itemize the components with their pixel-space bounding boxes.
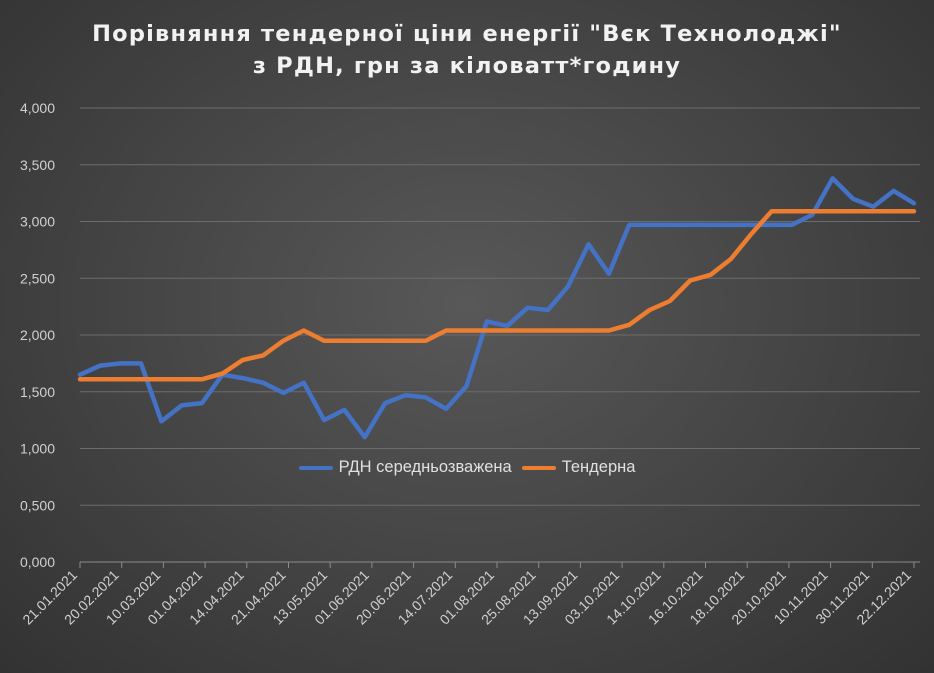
- legend-item-rdn: РДН середньозважена: [298, 458, 512, 477]
- y-tick-label: 2,000: [20, 327, 55, 343]
- y-tick-label: 1,000: [20, 441, 55, 457]
- series-line-0: [77, 176, 917, 440]
- legend-swatch-tender: [521, 465, 556, 470]
- gridlines: [80, 107, 920, 563]
- y-tick-label: 4,000: [20, 100, 55, 116]
- y-tick-labels: 0,000 0,500 1,000 1,500 2,000 2,500 3,000 3,500…: [20, 100, 55, 570]
- chart-title-line1: Порівняння тендерної ціни енергії "Вєк Т…: [92, 21, 842, 47]
- y-tick-label: 1,500: [20, 384, 55, 400]
- y-tick-label: 2,500: [20, 270, 55, 286]
- x-tick-labels: 21.01.202120.02.202110.03.202101.04.2021…: [19, 562, 915, 628]
- series-line-1: [77, 209, 917, 382]
- series-lines: [77, 176, 917, 440]
- legend-swatch-rdn: [298, 465, 333, 470]
- y-tick-label: 0,000: [20, 554, 55, 570]
- y-tick-label: 0,500: [20, 497, 55, 513]
- y-tick-label: 3,500: [20, 157, 55, 173]
- chart-title: Порівняння тендерної ціни енергії "Вєк Т…: [0, 18, 934, 82]
- legend-label-tender: Тендерна: [561, 458, 636, 476]
- chart-title-line2: з РДН, грн за кіловатт*годину: [252, 53, 682, 79]
- legend-label-rdn: РДН середньозважена: [338, 458, 512, 476]
- y-tick-label: 3,000: [20, 214, 55, 230]
- legend-item-tender: Тендерна: [521, 458, 636, 477]
- legend: РДН середньозважена Тендерна: [0, 458, 934, 477]
